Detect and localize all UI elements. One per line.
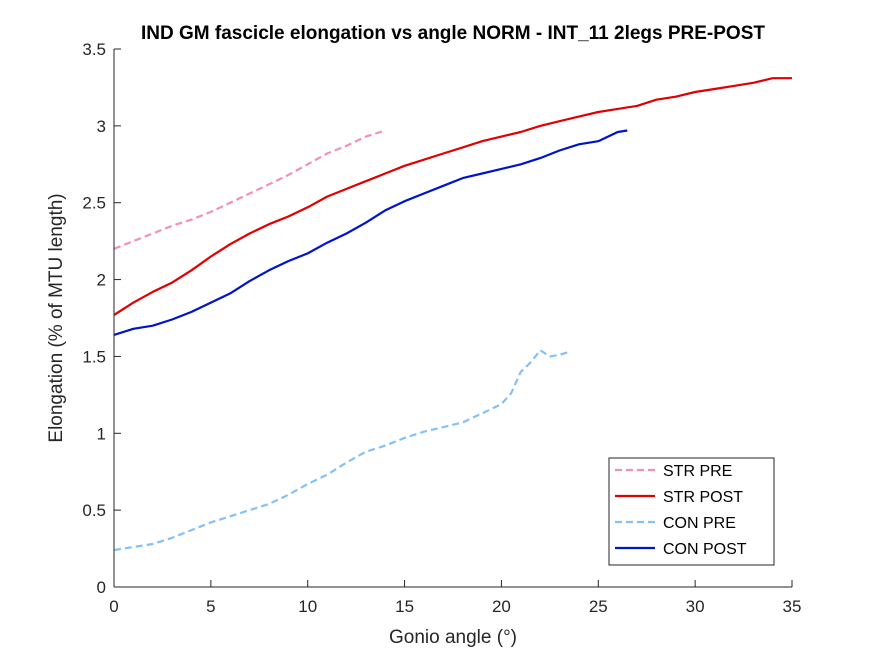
- x-ticks: 0 5 10 15 20 25 30 35: [109, 580, 801, 616]
- legend: STR PRE STR POST CON PRE CON POST: [608, 457, 775, 566]
- y-tick-label: 3.5: [82, 40, 106, 59]
- series-line-str-post: [113, 77, 792, 316]
- y-tick-label: 1: [97, 424, 106, 443]
- legend-label: STR POST: [663, 489, 743, 506]
- x-tick-label: 15: [395, 597, 414, 616]
- y-tick-label: 1.5: [82, 347, 106, 366]
- x-tick-label: 10: [298, 597, 317, 616]
- series-layer: [113, 77, 792, 552]
- x-axis-title: Gonio angle (°): [389, 627, 517, 648]
- y-ticks: 0 0.5 1 1.5 2 2.5 3 3.5: [82, 40, 121, 597]
- series-line-con-post: [113, 129, 628, 336]
- series-line-con-pre: [113, 349, 570, 552]
- x-tick-label: 0: [109, 597, 118, 616]
- y-axis-title: Elongation (% of MTU length): [46, 193, 67, 442]
- legend-label: STR PRE: [663, 463, 732, 480]
- x-tick-label: 35: [783, 597, 802, 616]
- x-tick-label: 5: [206, 597, 215, 616]
- legend-label: CON POST: [663, 541, 747, 558]
- y-tick-label: 3: [97, 117, 106, 136]
- x-tick-label: 20: [492, 597, 511, 616]
- chart-title: IND GM fascicle elongation vs angle NORM…: [141, 23, 765, 44]
- legend-label: CON PRE: [663, 515, 736, 532]
- y-tick-label: 2: [97, 271, 106, 290]
- series-line-str-pre: [113, 129, 386, 250]
- y-tick-label: 0.5: [82, 501, 106, 520]
- y-tick-label: 2.5: [82, 194, 106, 213]
- y-tick-label: 0: [97, 578, 106, 597]
- x-tick-label: 25: [589, 597, 608, 616]
- x-tick-label: 30: [686, 597, 705, 616]
